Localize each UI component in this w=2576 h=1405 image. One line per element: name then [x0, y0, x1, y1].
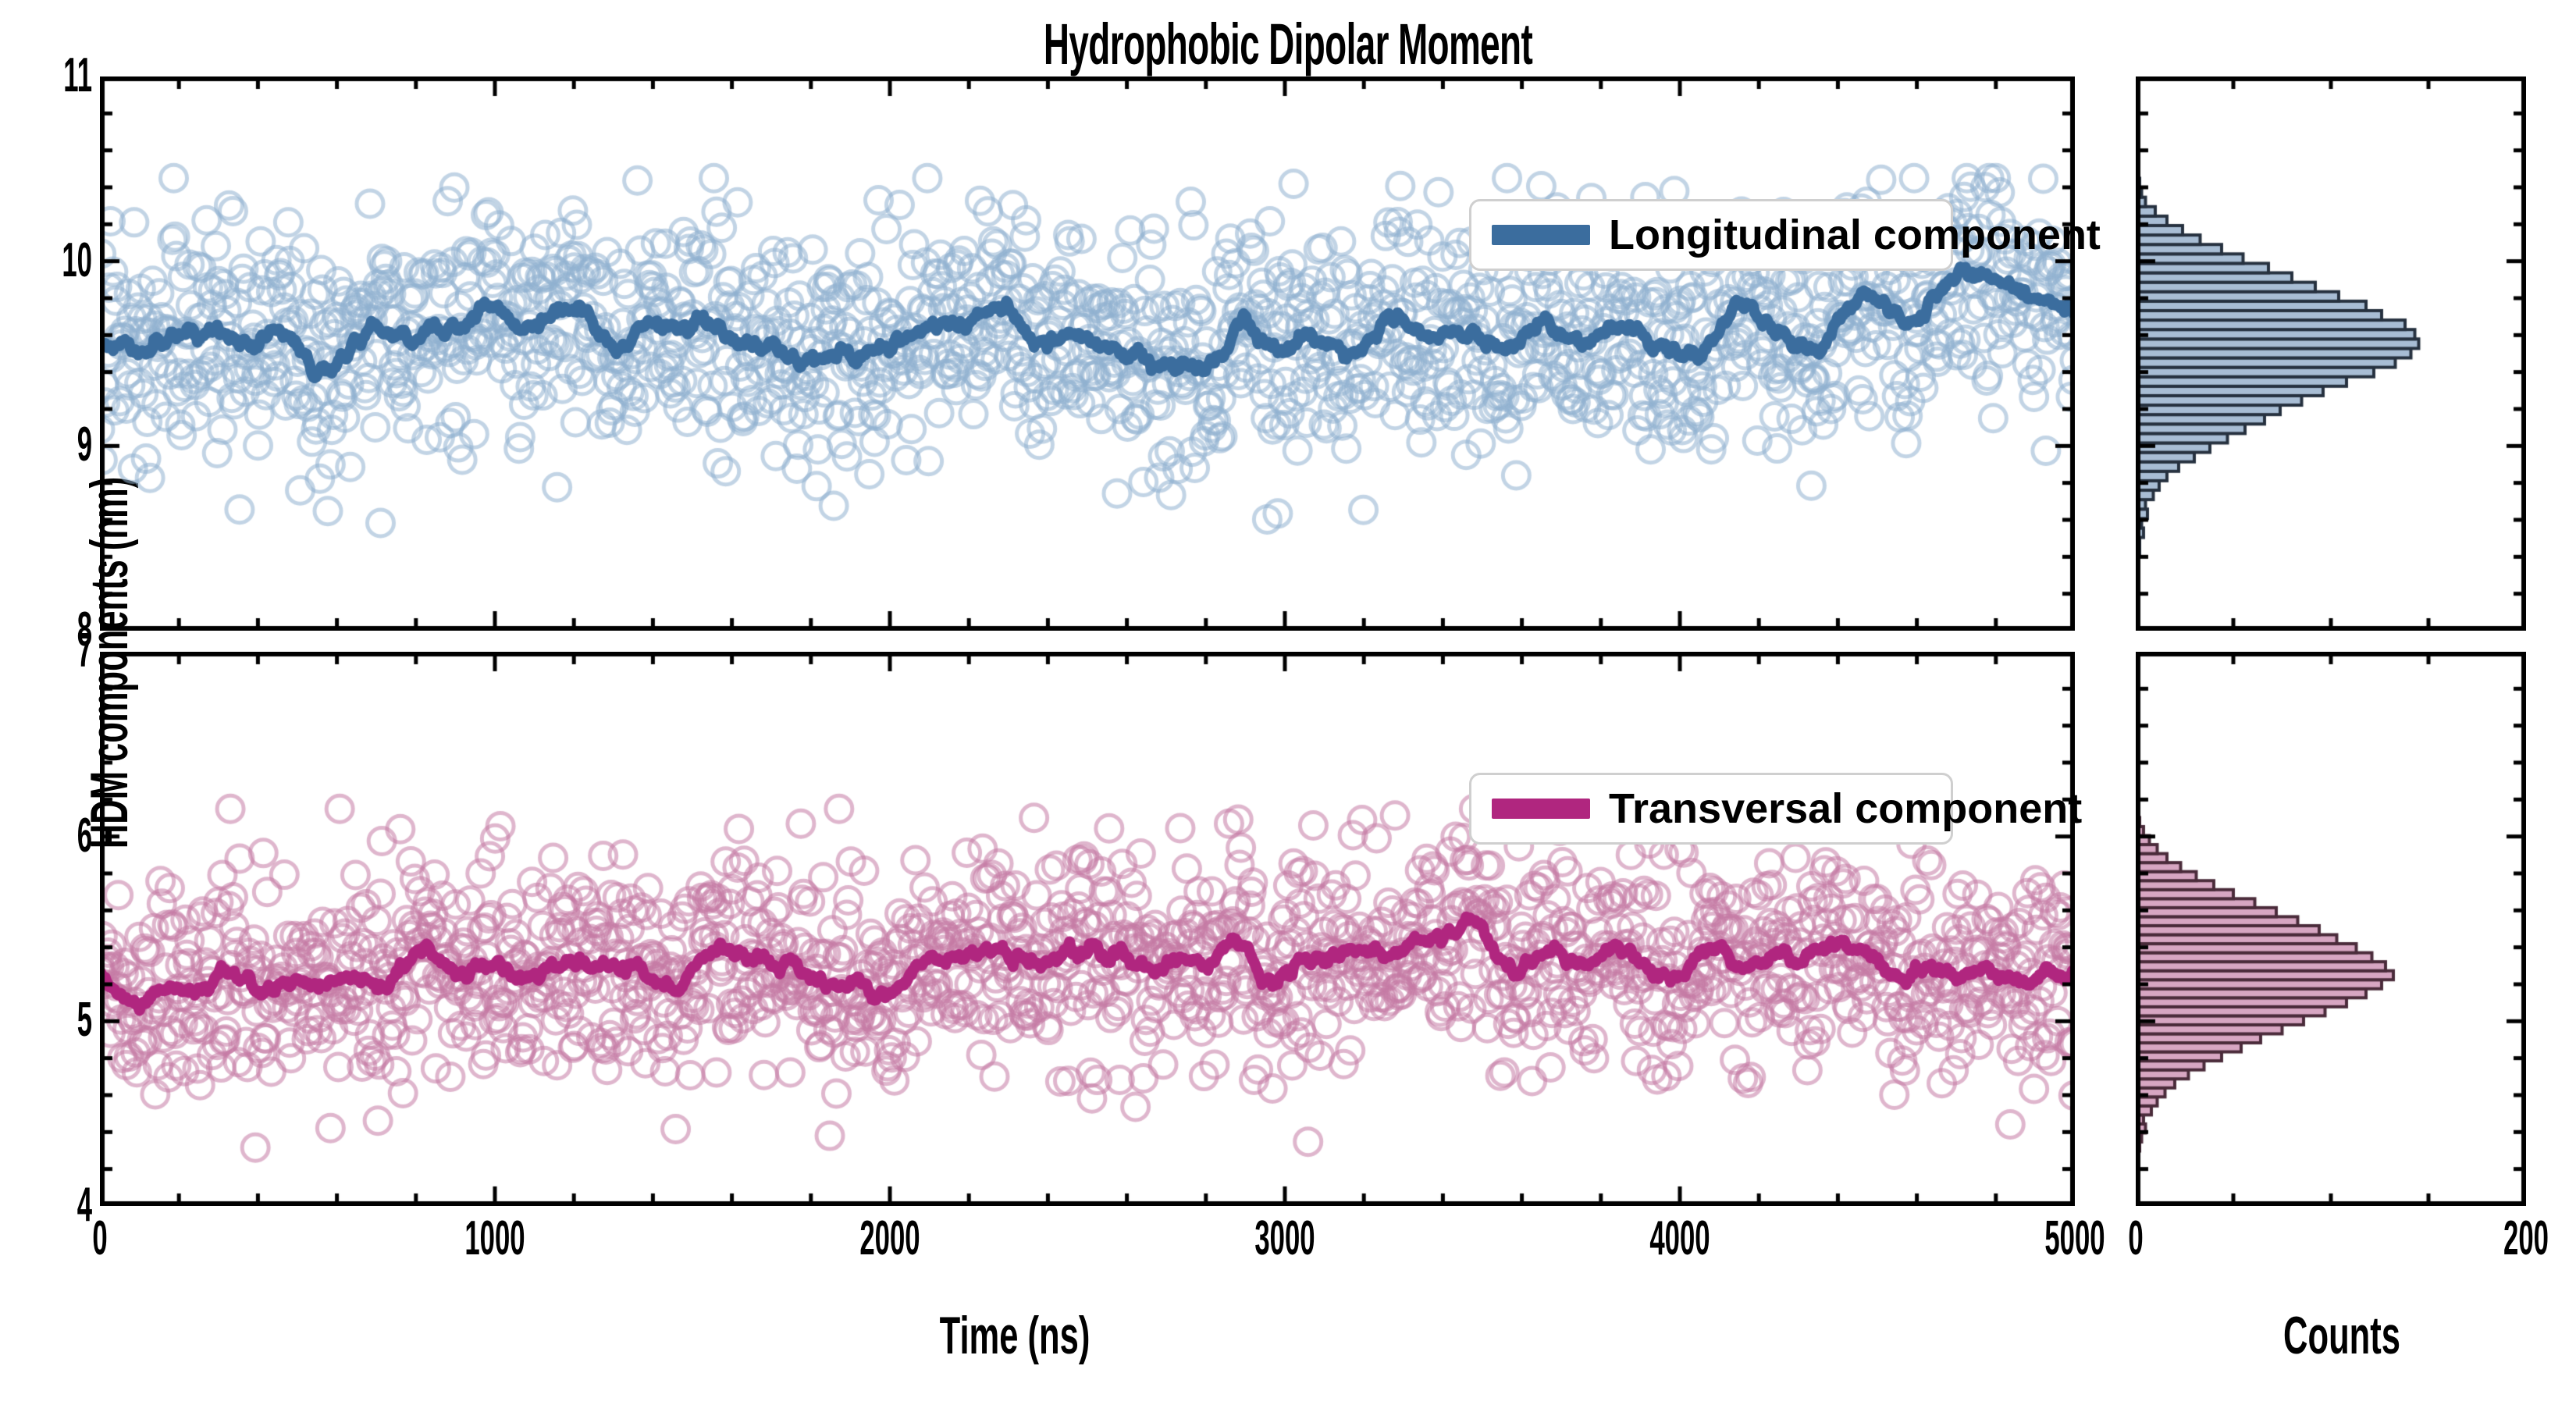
y-tick-bottom-5: 5: [41, 996, 92, 1044]
y-tick-bottom-6: 6: [41, 812, 92, 860]
x-tick-time-3000: 3000: [1215, 1215, 1354, 1263]
x-tick-counts-200: 200: [2456, 1215, 2576, 1263]
legend-swatch-longitudinal: [1492, 225, 1590, 245]
x-axis-label-time: Time (ns): [365, 1305, 1664, 1366]
legend-label-longitudinal: Longitudinal component: [1609, 212, 2101, 258]
legend-longitudinal[interactable]: Longitudinal component: [1469, 199, 1953, 271]
x-tick-time-1000: 1000: [425, 1215, 564, 1263]
legend-label-transversal: Transversal component: [1609, 785, 2082, 832]
legend-swatch-transversal: [1492, 799, 1590, 819]
y-tick-top-11: 11: [41, 52, 92, 100]
transversal-timeseries-plot: [100, 652, 2075, 1206]
legend-label-wrap-longitudinal: Longitudinal component: [1609, 214, 1866, 256]
legend-transversal[interactable]: Transversal component: [1469, 773, 1953, 845]
transversal-histogram-plot: [2136, 652, 2526, 1206]
x-axis-label-counts: Counts: [2192, 1305, 2492, 1366]
figure-title: Hydrophobic Dipolar Moment: [489, 11, 2087, 77]
figure-root: Hydrophobic Dipolar Moment HDM component…: [0, 0, 2576, 1405]
x-tick-counts-0: 0: [2065, 1215, 2205, 1263]
y-tick-top-9: 9: [41, 421, 92, 469]
legend-label-wrap-transversal: Transversal component: [1609, 788, 1866, 830]
x-tick-time-0: 0: [30, 1215, 169, 1263]
longitudinal-timeseries-plot: [100, 76, 2075, 631]
y-tick-bottom-7: 7: [41, 627, 92, 675]
longitudinal-histogram-plot: [2136, 76, 2526, 631]
y-tick-top-10: 10: [41, 237, 92, 285]
x-tick-time-2000: 2000: [820, 1215, 959, 1263]
x-tick-time-4000: 4000: [1610, 1215, 1749, 1263]
